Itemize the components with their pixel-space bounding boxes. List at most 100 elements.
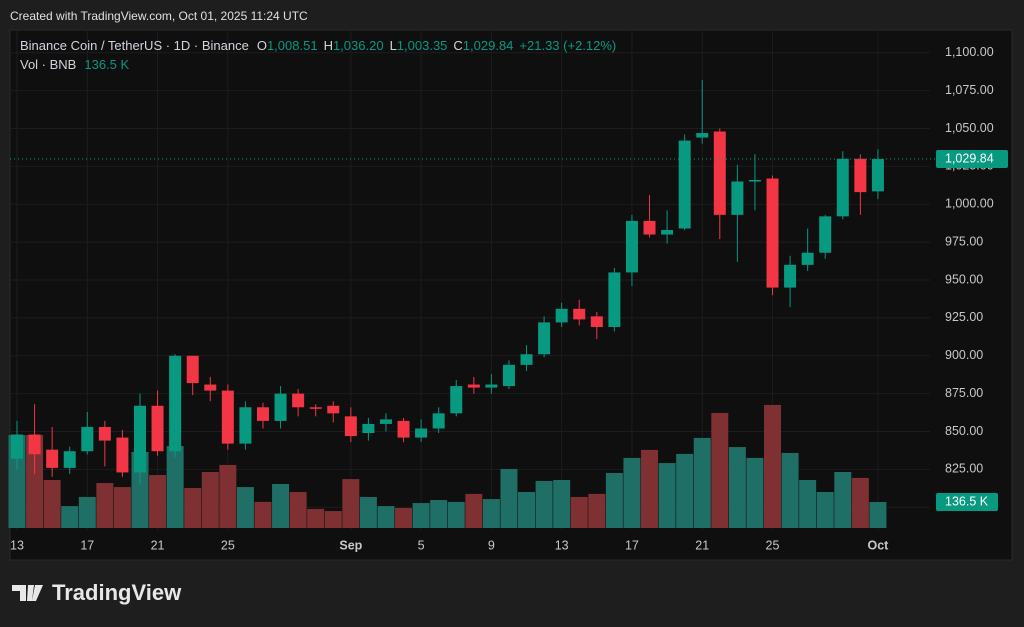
candle-body [186, 355, 199, 384]
volume-bar [728, 447, 746, 528]
volume-bar [236, 487, 254, 528]
candle-body [854, 158, 867, 193]
candle-body [696, 133, 709, 138]
candle-body [766, 178, 779, 288]
volume-bar [465, 493, 483, 528]
y-tick-label: 875.00 [945, 386, 983, 400]
candle-body [485, 384, 498, 388]
volume-bar [61, 506, 79, 528]
volume-bar [799, 480, 817, 528]
x-tick-label: 17 [80, 538, 94, 552]
x-tick-label: 25 [766, 538, 780, 552]
candle-body [538, 322, 551, 355]
volume-badge-label: 136.5 K [945, 494, 989, 508]
volume-bar [166, 446, 184, 528]
candle-body [46, 449, 59, 468]
candle-body [309, 407, 322, 409]
logo: TradingView [12, 580, 182, 605]
candle-body [98, 426, 111, 441]
candle-body [327, 405, 340, 414]
ohlc-key: L [390, 38, 397, 53]
candle-body [573, 308, 586, 320]
volume-bar [26, 435, 44, 528]
volume-bar [535, 480, 553, 528]
candle-body [784, 264, 797, 288]
candle-body [397, 420, 410, 438]
volume-bar [324, 511, 342, 528]
volume-bar [869, 502, 887, 528]
candle-body [836, 158, 849, 217]
candle-body [256, 407, 269, 421]
ohlc-value: 1,029.84 [463, 38, 514, 53]
volume-bar [359, 496, 377, 528]
x-tick-label: 25 [221, 538, 235, 552]
x-tick-label: 21 [695, 538, 709, 552]
candle-body [432, 413, 445, 429]
candle-body [801, 252, 814, 265]
volume-bar [693, 437, 711, 528]
candle-body [678, 140, 691, 229]
volume-bar [377, 506, 395, 528]
last-price-label: 1,029.84 [945, 151, 994, 165]
volume-bar [184, 488, 202, 528]
volume-bar [289, 492, 307, 528]
volume-bar [641, 449, 659, 528]
candle-body [748, 180, 761, 182]
volume-bar [605, 472, 623, 528]
volume-bar [201, 472, 219, 528]
candle-body [555, 308, 568, 323]
y-tick-label: 1,000.00 [945, 197, 994, 211]
volume-bar [500, 468, 518, 528]
volume-bar [746, 457, 764, 528]
candle-body [28, 434, 41, 455]
x-tick-label: 17 [625, 538, 639, 552]
y-tick-label: 950.00 [945, 272, 983, 286]
volume-bar [395, 508, 413, 528]
candle-body [502, 364, 515, 387]
volume-bar [851, 477, 869, 528]
candle-body [151, 405, 164, 452]
last-price-badge [936, 150, 1008, 169]
volume-bar [781, 452, 799, 528]
x-tick-label: 13 [10, 538, 24, 552]
volume-bar [342, 479, 360, 528]
candle-body [344, 416, 357, 437]
volume-name: Vol · BNB [20, 57, 76, 72]
y-tick-label: 925.00 [945, 310, 983, 324]
ohlc-key: C [453, 38, 462, 53]
candle-body [731, 181, 744, 215]
x-tick-label: 21 [151, 538, 165, 552]
y-tick-label: 1,075.00 [945, 83, 994, 97]
volume-bar [623, 457, 641, 528]
ohlc-value: 1,008.51 [267, 38, 318, 53]
candle-body [169, 355, 182, 452]
ohlc-value: 1,036.20 [333, 38, 384, 53]
volume-bar [113, 487, 131, 528]
volume-bar [307, 508, 325, 528]
volume-bar [447, 501, 465, 528]
volume-bar [816, 492, 834, 528]
volume-bar [588, 493, 606, 528]
candle-body [819, 216, 832, 253]
ohlc-legend: Binance Coin / TetherUS · 1D · Binance O1… [20, 38, 616, 53]
volume-bar [96, 483, 114, 528]
candle-body [450, 386, 463, 414]
candle-body [643, 220, 656, 235]
ohlc-key: O [257, 38, 267, 53]
candle-body [661, 230, 674, 235]
volume-legend: Vol · BNB 136.5 K [20, 57, 130, 72]
candle-body [292, 393, 305, 408]
candle-body [713, 131, 726, 215]
volume-bar [43, 480, 61, 528]
candle-body [379, 419, 392, 424]
candle-body [239, 407, 252, 444]
candle-body [274, 393, 287, 421]
x-tick-label: 5 [418, 538, 425, 552]
candle-body [133, 405, 146, 473]
x-tick-label: 13 [555, 538, 569, 552]
created-note: Created with TradingView.com, Oct 01, 20… [10, 9, 308, 23]
candle-body [415, 428, 428, 438]
candle-body [63, 451, 76, 468]
